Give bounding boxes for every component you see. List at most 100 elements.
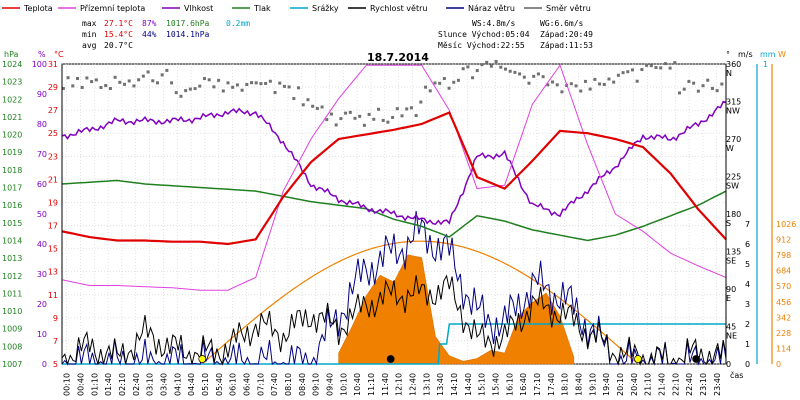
- pressure-tick-label: 1017: [2, 184, 22, 193]
- wind-direction-point: [123, 82, 127, 86]
- time-tick-label: 19:40: [602, 373, 611, 396]
- wind-direction-point: [202, 77, 206, 81]
- temperature-tick-label: 15: [48, 245, 58, 254]
- legend-label: Srážky: [312, 4, 339, 13]
- time-tick-label: 14:10: [450, 373, 459, 396]
- wind-direction-point: [419, 100, 423, 104]
- wind-direction-point: [155, 81, 159, 85]
- wind-direction-point: [127, 79, 131, 83]
- pressure-tick-label: 1008: [2, 342, 22, 351]
- stats-max-rain: 0.2mm: [226, 19, 250, 28]
- info-wind-speed: WS:4.8m/s: [472, 19, 516, 28]
- pressure-tick-label: 1007: [2, 360, 22, 369]
- wind-direction-point: [471, 76, 475, 80]
- humidity-tick-label: 10: [37, 330, 47, 339]
- wind-tick-label: 2: [745, 320, 750, 329]
- wind-direction-point: [551, 80, 555, 84]
- wind-direction-point: [701, 84, 705, 88]
- time-tick-label: 11:40: [381, 373, 390, 396]
- pressure-tick-label: 1012: [2, 272, 22, 281]
- wind-direction-point: [287, 85, 291, 89]
- info-sunset: Západ:20:49: [540, 30, 593, 39]
- solar-tick-label: 342: [776, 313, 791, 322]
- time-tick-label: 20:40: [630, 373, 639, 396]
- wind-direction-point: [240, 88, 244, 92]
- time-tick-label: 06:10: [229, 373, 238, 396]
- time-tick-label: 22:10: [671, 373, 680, 396]
- time-axis-unit: čas: [730, 370, 743, 380]
- wind-direction-point: [235, 83, 239, 87]
- wind-direction-point: [395, 107, 399, 111]
- time-tick-label: 11:10: [367, 373, 376, 396]
- time-tick-label: 18:40: [574, 373, 583, 396]
- wind-direction-point: [75, 76, 79, 80]
- wind-direction-point: [678, 91, 682, 95]
- time-tick-label: 22:40: [685, 373, 694, 396]
- wind-direction-point: [489, 64, 493, 68]
- wind-direction-point: [452, 80, 456, 84]
- wind-direction-point: [165, 68, 169, 72]
- wind-tick-label: 5: [745, 260, 750, 269]
- wind-direction-point: [715, 89, 719, 93]
- humidity-tick-label: 30: [37, 270, 47, 279]
- temperature-tick-label: 7: [53, 337, 58, 346]
- wind-direction-point: [668, 66, 672, 70]
- chart-title: 18.7.2014: [367, 51, 429, 64]
- wind-direction-point: [245, 83, 249, 87]
- humidity-axis-unit: %: [38, 50, 46, 59]
- wind-direction-point: [710, 86, 714, 90]
- time-tick-label: 16:40: [519, 373, 528, 396]
- wind-direction-point: [536, 72, 540, 76]
- solar-tick-label: 456: [776, 298, 791, 307]
- temperature-tick-label: 13: [48, 268, 58, 277]
- time-tick-label: 20:10: [616, 373, 625, 396]
- wind-direction-point: [254, 81, 258, 85]
- wind-direction-point: [687, 79, 691, 83]
- humidity-tick-label: 0: [42, 360, 47, 369]
- wind-direction-point: [593, 77, 597, 81]
- wind-direction-point: [480, 63, 484, 67]
- wind-direction-point: [612, 80, 616, 84]
- wind-direction-point: [447, 86, 451, 90]
- pressure-tick-label: 1014: [2, 236, 22, 245]
- pressure-tick-label: 1022: [2, 95, 22, 104]
- pressure-tick-label: 1013: [2, 254, 22, 263]
- humidity-tick-label: 60: [37, 180, 47, 189]
- sunrise-marker: [198, 355, 207, 363]
- humidity-line: [61, 100, 727, 226]
- time-tick-label: 02:10: [118, 373, 127, 396]
- wind-direction-point: [588, 87, 592, 91]
- direction-tick-label: 225: [726, 173, 741, 182]
- time-tick-label: 04:10: [173, 373, 182, 396]
- time-tick-label: 12:10: [395, 373, 404, 396]
- wind-speed-line: [61, 274, 727, 366]
- wind-direction-point: [616, 73, 620, 77]
- wind-direction-point: [99, 85, 103, 89]
- pressure-tick-label: 1018: [2, 166, 22, 175]
- direction-compass-label: N: [726, 69, 732, 78]
- wind-direction-point: [151, 79, 155, 83]
- wind-direction-point: [137, 78, 141, 82]
- wind-direction-point: [640, 68, 644, 72]
- direction-compass-label: NE: [726, 332, 737, 341]
- legend-label: Náraz větru: [468, 4, 515, 13]
- ground-temperature-line: [61, 64, 727, 291]
- wind-direction-point: [339, 117, 343, 121]
- wind-direction-point: [353, 116, 357, 120]
- wind-direction-point: [372, 117, 376, 121]
- wind-direction-point: [649, 64, 653, 68]
- direction-tick-label: 0: [726, 360, 731, 369]
- wind-direction-point: [264, 81, 268, 85]
- wind-direction-point: [720, 82, 724, 86]
- wind-direction-point: [499, 65, 503, 69]
- wind-direction-point: [527, 81, 531, 85]
- humidity-tick-label: 40: [37, 240, 47, 249]
- wind-direction-point: [306, 98, 310, 102]
- time-tick-label: 12:40: [408, 373, 417, 396]
- wind-direction-point: [282, 84, 286, 88]
- wind-direction-point: [217, 78, 221, 82]
- wind-direction-point: [508, 69, 512, 73]
- time-tick-label: 01:40: [104, 373, 113, 396]
- wind-direction-point: [132, 84, 136, 88]
- wind-direction-point: [692, 81, 696, 85]
